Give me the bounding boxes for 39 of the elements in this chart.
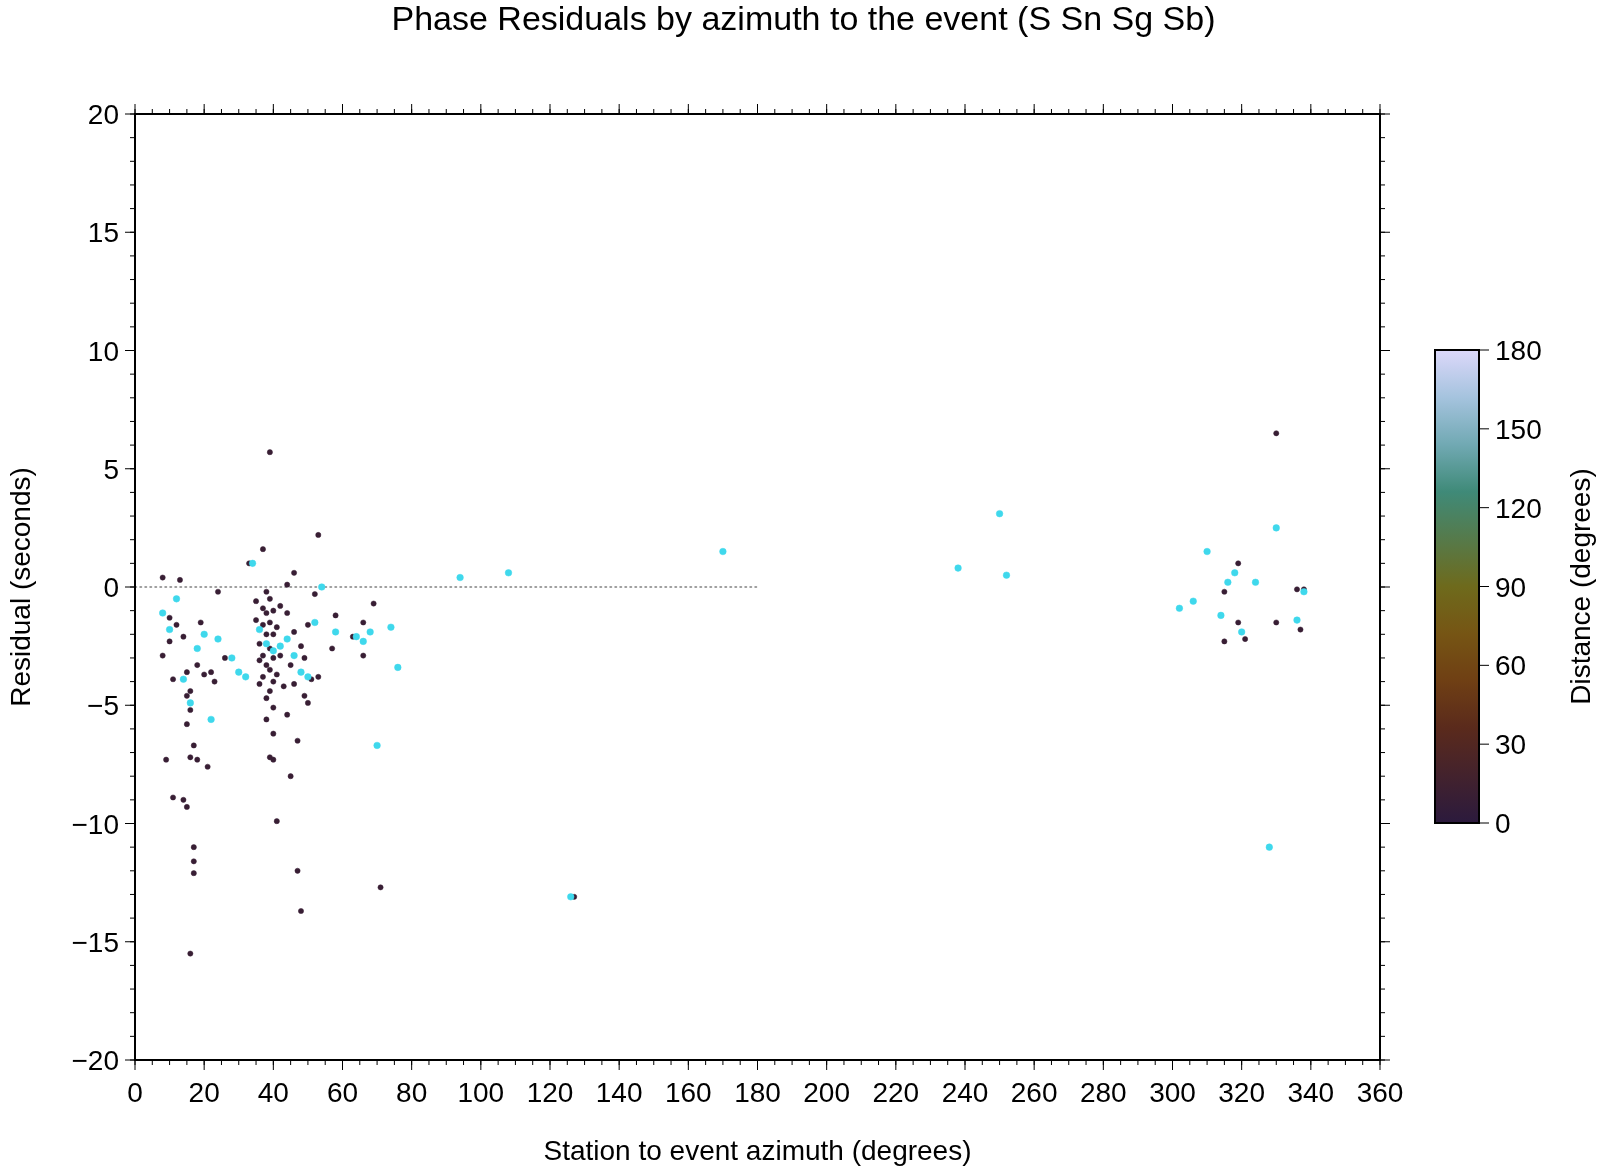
y-tick-label: −15 [71,926,119,958]
color-bar-title: Distance (degrees) [1565,468,1596,705]
x-tick-label: 220 [872,1077,920,1108]
color-bar-label: 150 [1495,413,1542,445]
x-tick-label: 20 [188,1077,220,1108]
x-tick-label: 200 [803,1077,851,1108]
color-bar-label: 180 [1495,335,1542,366]
x-tick-label: 0 [127,1077,143,1108]
x-tick-label: 260 [1010,1077,1058,1108]
x-tick-label: 60 [326,1077,359,1108]
x-tick-label: 300 [1149,1077,1196,1108]
x-tick-label: 80 [396,1077,428,1108]
y-tick-label: −20 [71,1045,119,1076]
chart-title: Phase Residuals by azimuth to the event (S Sn Sg Sb) [391,0,1216,37]
y-tick-label: 0 [103,572,119,603]
x-tick-label: 100 [457,1077,505,1108]
y-tick-label: 5 [103,453,119,485]
x-tick-label: 240 [941,1077,989,1108]
color-bar-label: 60 [1495,650,1527,682]
y-tick-label: 20 [87,99,119,130]
x-tick-label: 140 [595,1077,643,1108]
x-tick-label: 40 [257,1077,289,1108]
x-axis-title: Station to event azimuth (degrees) [543,1135,972,1166]
x-tick-label: 360 [1356,1077,1404,1108]
y-axis-title: Residual (seconds) [5,467,36,707]
y-tick-label: 15 [87,217,119,249]
x-tick-label: 340 [1287,1077,1335,1108]
color-bar-label: 90 [1495,571,1527,603]
x-tick-label: 180 [734,1077,781,1108]
y-tick-label: −10 [71,808,119,840]
x-tick-label: 160 [664,1077,712,1108]
x-tick-label: 120 [526,1077,574,1108]
x-tick-label: 320 [1218,1077,1266,1108]
y-tick-label: 10 [87,335,119,367]
color-bar-label: 30 [1495,729,1527,761]
y-tick-label: −5 [87,690,119,722]
x-tick-label: 280 [1079,1077,1127,1108]
color-bar-label: 0 [1495,808,1511,839]
color-bar-label: 120 [1495,492,1542,524]
